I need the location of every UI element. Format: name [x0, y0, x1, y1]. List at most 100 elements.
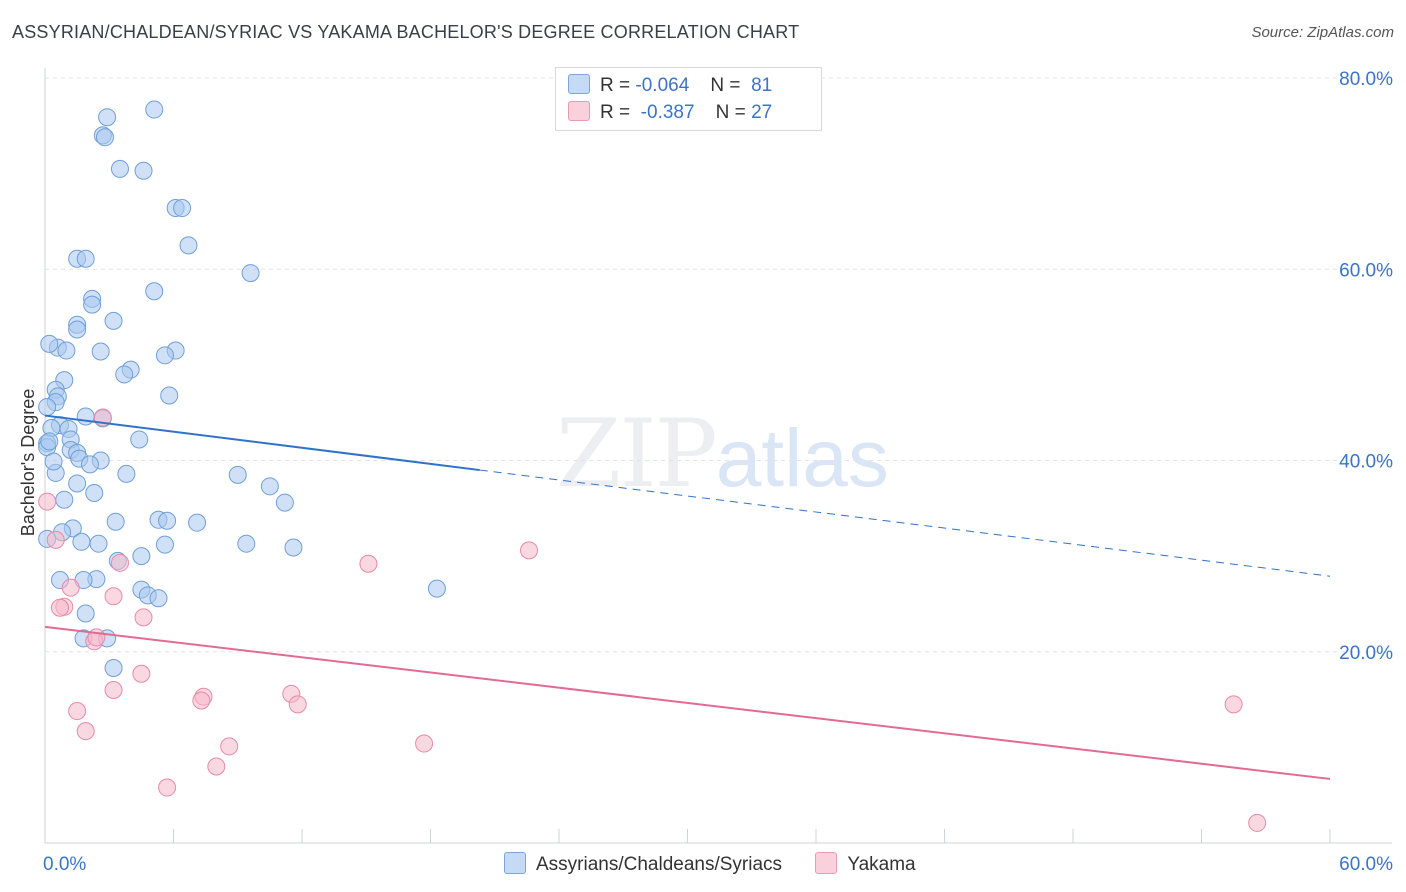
point-assyrians [76, 249, 95, 268]
r-value: -0.064 [635, 75, 690, 96]
stats-legend-row-2: R = -0.387 N = 27 [568, 101, 772, 127]
point-assyrians [145, 282, 164, 301]
point-yakama [50, 598, 69, 617]
point-assyrians [155, 535, 174, 554]
point-assyrians [188, 513, 207, 532]
legend-label-yakama: Yakama [847, 854, 916, 875]
point-assyrians [76, 604, 95, 623]
n-value: 81 [751, 75, 773, 96]
point-assyrians [260, 477, 279, 496]
x-tick-label: 0.0% [43, 854, 86, 875]
point-assyrians [155, 346, 174, 365]
point-yakama [192, 691, 211, 710]
point-assyrians [158, 511, 177, 530]
point-yakama [359, 554, 378, 573]
r-label: R = [600, 75, 631, 96]
point-assyrians [179, 236, 198, 255]
y-tick-label: 60.0% [1339, 260, 1393, 281]
y-axis-title: Bachelor's Degree [18, 389, 38, 537]
point-yakama [76, 722, 95, 741]
stats-legend: R = -0.064 N = 81 R = -0.387 N = 27 [555, 67, 822, 131]
trendline-assyrians [44, 414, 480, 472]
point-assyrians [132, 547, 151, 566]
point-assyrians [44, 452, 63, 471]
y-tick-label: 20.0% [1339, 643, 1393, 664]
point-assyrians [427, 579, 446, 598]
point-assyrians [68, 474, 87, 493]
point-assyrians [89, 534, 108, 553]
point-assyrians [130, 430, 149, 449]
point-assyrians [57, 341, 76, 360]
point-assyrians [173, 199, 192, 218]
legend-swatch-yakama [815, 852, 838, 874]
trendline-assyrians-extrapolated [479, 469, 1331, 577]
point-yakama [520, 541, 539, 560]
watermark: ZIPatlas [556, 400, 889, 509]
point-yakama [415, 734, 434, 753]
point-yakama [110, 553, 129, 572]
point-assyrians [228, 465, 247, 484]
point-assyrians [80, 455, 99, 474]
watermark-zip: ZIP [556, 400, 718, 509]
series-2-swatch [568, 101, 590, 121]
watermark-atlas: atlas [715, 413, 889, 504]
r-label: R = [600, 102, 631, 123]
point-assyrians [104, 311, 123, 330]
y-tick-label: 80.0% [1339, 69, 1393, 90]
point-assyrians [275, 493, 294, 512]
point-yakama [68, 702, 87, 721]
legend-swatch-assyrians [504, 852, 526, 874]
legend-item-yakama: Yakama [815, 852, 916, 876]
trendline-yakama [44, 625, 1331, 780]
point-assyrians [106, 512, 125, 531]
point-assyrians [38, 397, 57, 416]
point-assyrians [160, 386, 179, 405]
point-yakama [288, 695, 307, 714]
point-assyrians [40, 334, 59, 353]
point-assyrians [68, 320, 87, 339]
point-yakama [104, 587, 123, 606]
point-assyrians [110, 159, 129, 178]
legend-label-assyrians: Assyrians/Chaldeans/Syriacs [536, 854, 783, 875]
point-assyrians [85, 484, 104, 503]
y-tick-label: 40.0% [1339, 452, 1393, 473]
point-yakama [158, 778, 177, 797]
source-label: Source: ZipAtlas.com [1251, 24, 1394, 41]
point-yakama [61, 578, 80, 597]
point-assyrians [55, 490, 74, 509]
point-yakama [220, 737, 239, 756]
point-yakama [132, 664, 151, 683]
chart-title: ASSYRIAN/CHALDEAN/SYRIAC VS YAKAMA BACHE… [12, 22, 800, 42]
series-legend: Assyrians/Chaldeans/Syriacs Yakama [504, 852, 944, 876]
n-value: 27 [751, 102, 773, 123]
n-label: N = [715, 102, 746, 123]
point-yakama [207, 757, 226, 776]
stats-legend-row-1: R = -0.064 N = 81 [568, 74, 772, 100]
point-yakama [1248, 813, 1267, 832]
point-assyrians [83, 295, 102, 314]
series-1-swatch [568, 74, 590, 94]
point-assyrians [98, 108, 117, 127]
r-value: -0.387 [640, 102, 695, 123]
point-assyrians [237, 534, 256, 553]
point-assyrians [104, 659, 123, 678]
point-assyrians [241, 264, 260, 283]
point-assyrians [72, 532, 91, 551]
point-assyrians [134, 161, 153, 180]
point-assyrians [76, 407, 95, 426]
n-label: N = [710, 75, 741, 96]
x-tick-label: 60.0% [1339, 854, 1393, 875]
point-assyrians [284, 538, 303, 557]
point-assyrians [149, 589, 168, 608]
point-yakama [1224, 695, 1243, 714]
point-yakama [46, 530, 65, 549]
point-assyrians [115, 365, 134, 384]
point-assyrians [145, 100, 164, 119]
point-yakama [104, 681, 123, 699]
point-assyrians [91, 342, 110, 361]
point-assyrians [40, 432, 59, 451]
point-yakama [38, 492, 57, 511]
point-assyrians [117, 464, 136, 483]
legend-item-assyrians: Assyrians/Chaldeans/Syriacs [504, 852, 782, 876]
